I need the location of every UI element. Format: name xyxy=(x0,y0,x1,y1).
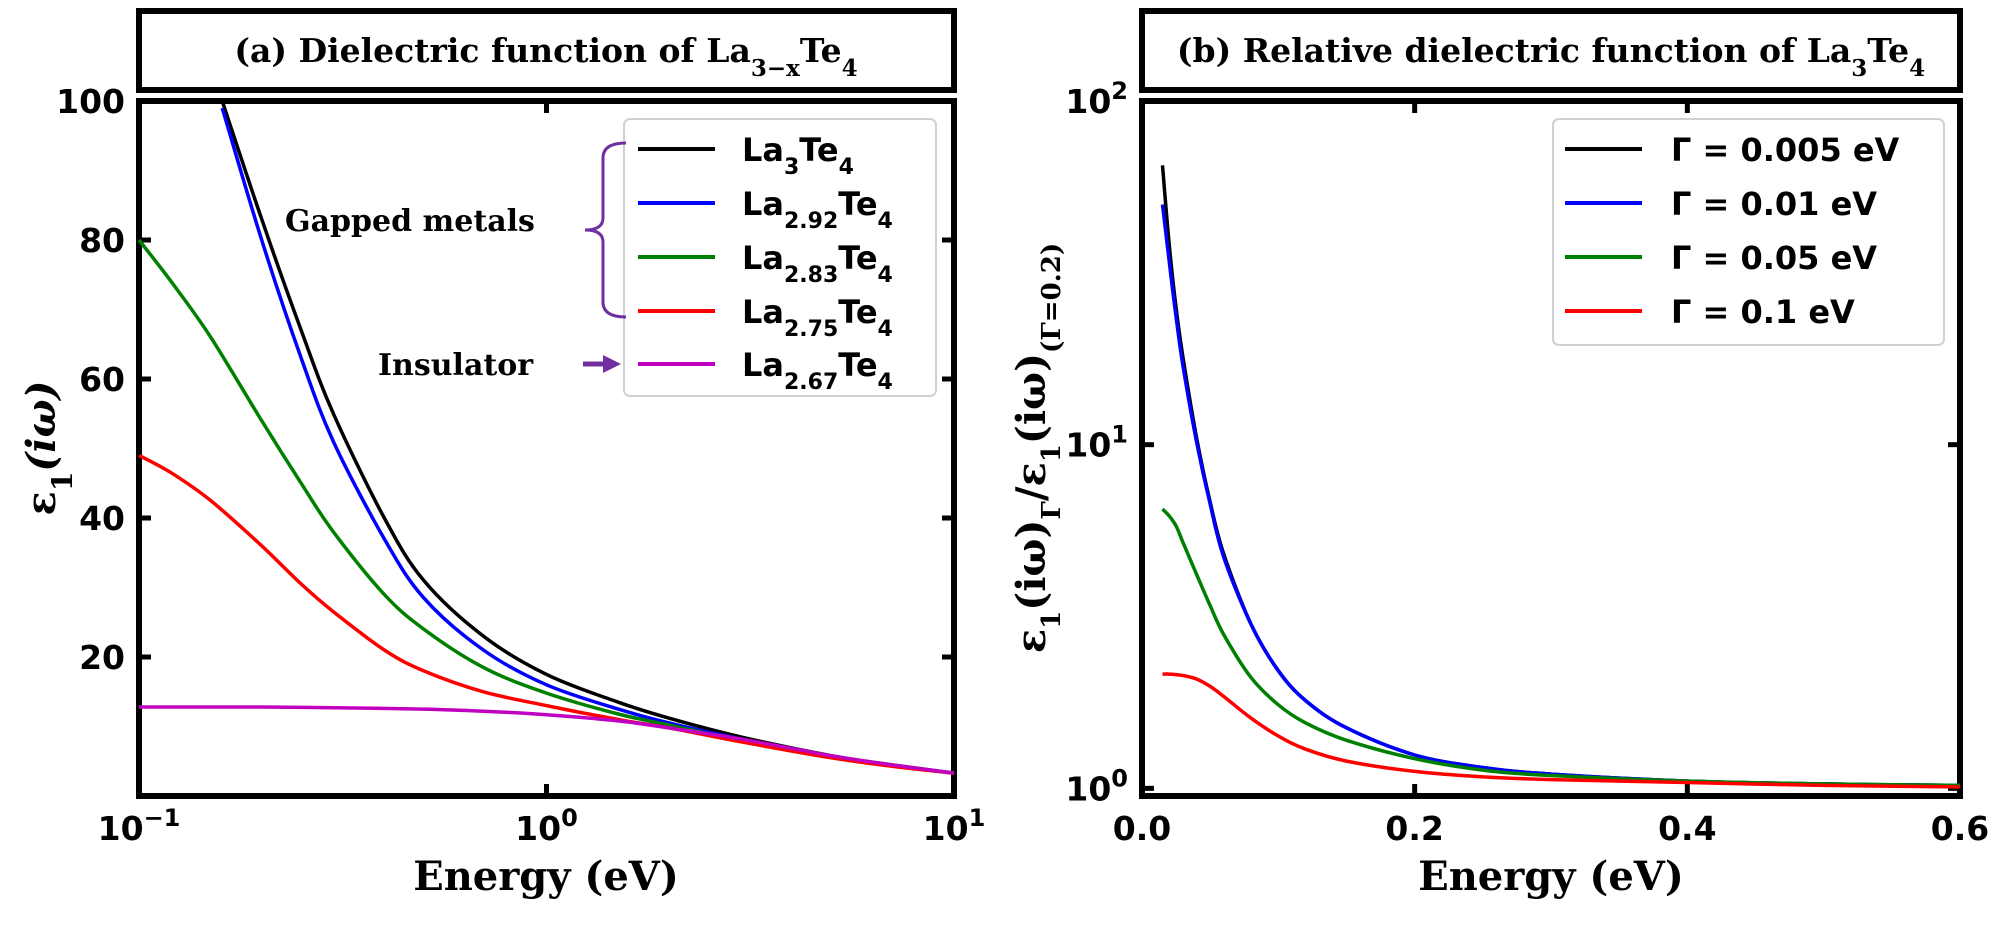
panel-a-xlabel: Energy (eV) xyxy=(413,853,679,900)
y-tick-label: 20 xyxy=(79,638,125,677)
legend-label-la2.75te4: La2.75Te4 xyxy=(742,293,893,342)
panel-b-plot-frame xyxy=(1139,98,1963,799)
series-line-0.1-ev xyxy=(1162,672,1961,789)
legend-entry: La2.75Te4 xyxy=(638,293,893,342)
panel-a-title: (a) Dielectric function of La3−xTe4 xyxy=(234,31,857,82)
x-tick-label: 10−1 xyxy=(98,804,181,848)
legend-label-la2.92te4: La2.92Te4 xyxy=(742,185,893,234)
gapped-metals-annotation: Gapped metals xyxy=(285,204,535,239)
y-tick-label: 100 xyxy=(56,82,125,121)
panel-b-title: (b) Relative dielectric function of La3T… xyxy=(1177,31,1925,82)
legend-label-gamma-0.05: Γ = 0.05 eV xyxy=(1671,239,1877,277)
legend-entry: La2.67Te4 xyxy=(638,346,893,395)
y-tick-label: 100 xyxy=(1065,764,1128,808)
y-tick-label: 101 xyxy=(1065,421,1128,465)
legend-label-la2.83te4: La2.83Te4 xyxy=(742,239,893,288)
panel-a-ticks: 10−1 100 101 20 40 60 80 100 xyxy=(56,82,985,848)
panel-b: (b) Relative dielectric function of La3T… xyxy=(1008,8,1989,900)
y-tick-label: 60 xyxy=(79,360,125,399)
panel-a-ylabel: ε1(iω) xyxy=(18,381,79,516)
insulator-annotation: Insulator xyxy=(378,348,534,383)
series-line-la2.67te4 xyxy=(138,705,955,775)
panel-a: (a) Dielectric function of La3−xTe4 10−1… xyxy=(18,8,985,900)
legend-entry: Γ = 0.01 eV xyxy=(1565,185,1877,223)
y-tick-label: 80 xyxy=(79,221,125,260)
y-tick-label: 102 xyxy=(1065,77,1128,121)
x-tick-label: 100 xyxy=(515,804,578,848)
panel-b-curves xyxy=(1160,165,1961,789)
legend-entry: La3Te4 xyxy=(638,131,854,180)
legend-entry: Γ = 0.005 eV xyxy=(1565,131,1900,169)
legend-entry: La2.92Te4 xyxy=(638,185,893,234)
legend-entry: Γ = 0.05 eV xyxy=(1565,239,1877,277)
legend-label-la3te4: La3Te4 xyxy=(742,131,854,180)
y-tick-label: 40 xyxy=(79,499,125,538)
panel-a-legend: La3Te4 La2.92Te4 La2.83Te4 La2.75Te4 La2… xyxy=(623,118,937,397)
series-line-0.05-ev xyxy=(1161,507,1961,788)
panel-b-ylabel: ε1(iω)Γ/ε1(iω)(Γ=0.2) xyxy=(1008,243,1067,653)
legend-label-la2.67te4: La2.67Te4 xyxy=(742,346,893,395)
panel-b-title-box xyxy=(1139,8,1963,93)
panel-a-curves xyxy=(137,100,955,775)
panel-b-legend-box xyxy=(1552,118,1945,346)
x-tick-label: 0.0 xyxy=(1113,809,1171,848)
panel-b-xlabel: Energy (eV) xyxy=(1418,853,1684,900)
x-tick-label: 0.6 xyxy=(1931,809,1989,848)
insulator-arrow-head xyxy=(603,355,621,373)
gapped-metals-brace xyxy=(584,141,627,319)
x-tick-label: 0.4 xyxy=(1658,809,1716,848)
panel-b-ticks: 0.0 0.2 0.4 0.6 100 101 102 xyxy=(1065,77,1989,848)
panel-b-legend: Γ = 0.005 eV Γ = 0.01 eV Γ = 0.05 eV Γ =… xyxy=(1552,118,1945,346)
legend-entry: La2.83Te4 xyxy=(638,239,893,288)
x-tick-label: 0.2 xyxy=(1385,809,1443,848)
panel-a-legend-box xyxy=(623,118,937,397)
legend-label-gamma-0.01: Γ = 0.01 eV xyxy=(1671,185,1877,223)
series-line-la2.75te4 xyxy=(138,453,955,775)
legend-label-gamma-0.005: Γ = 0.005 eV xyxy=(1671,131,1900,169)
x-tick-label: 101 xyxy=(923,804,986,848)
legend-label-gamma-0.1: Γ = 0.1 eV xyxy=(1671,293,1855,331)
legend-entry: Γ = 0.1 eV xyxy=(1565,293,1855,331)
panel-a-title-box xyxy=(136,8,957,93)
